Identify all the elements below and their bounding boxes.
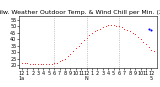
Title: Milw. Weather Outdoor Temp. & Wind Chill per Min. (24 hrs): Milw. Weather Outdoor Temp. & Wind Chill…	[0, 10, 160, 15]
